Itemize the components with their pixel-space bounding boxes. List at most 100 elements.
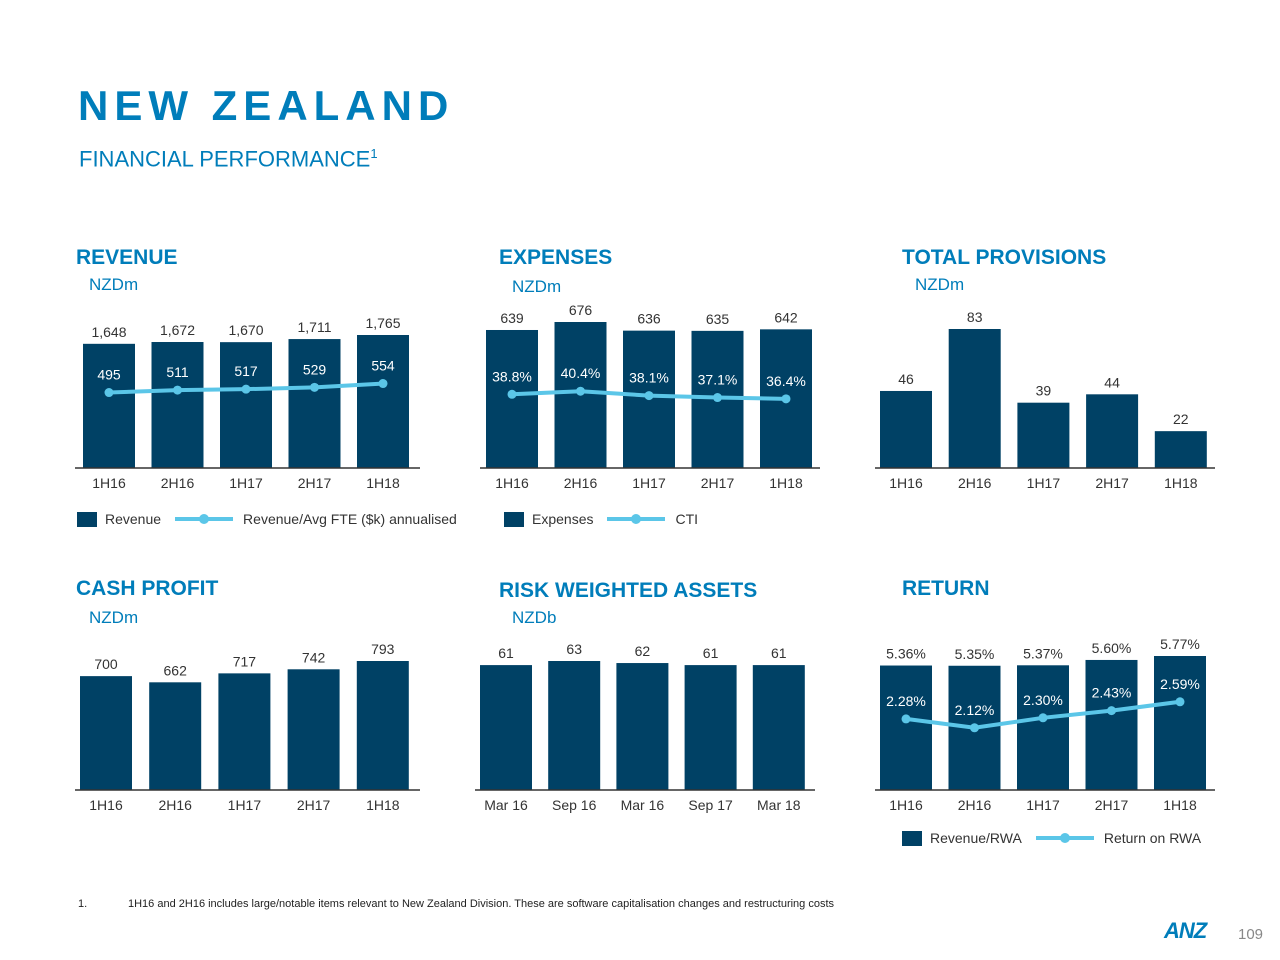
cashprofit-bar-label: 662	[164, 662, 188, 678]
legend-label: CTI	[675, 511, 699, 527]
revenue-bar-label: 1,670	[228, 322, 263, 338]
provisions-x-tick-label: 2H17	[1095, 475, 1129, 491]
return-line-point	[970, 723, 979, 733]
cashprofit-x-tick-label: 1H16	[89, 797, 123, 813]
revenue-bar	[83, 343, 135, 468]
expenses-bar	[486, 329, 538, 468]
revenue-line-label: 529	[303, 361, 327, 377]
expenses-line-label: 38.8%	[492, 368, 532, 384]
return-line-point	[1038, 713, 1048, 723]
return-line-label: 2.43%	[1092, 685, 1132, 701]
return-x-tick-label: 2H17	[1095, 797, 1129, 813]
line-swatch-icon	[607, 514, 666, 524]
provisions-bar	[1154, 431, 1207, 468]
rwa-bar	[684, 665, 737, 790]
revenue-x-tick-label: 1H17	[229, 475, 263, 491]
provisions-bar	[880, 390, 932, 468]
expenses-legend: Expenses CTI	[504, 511, 698, 527]
expenses-x-tick-label: 1H18	[769, 475, 803, 491]
legend-label: Revenue	[105, 511, 162, 527]
expenses-line-point	[644, 391, 654, 401]
return-line-point	[1107, 706, 1116, 716]
rwa-bar	[548, 661, 601, 790]
cashprofit-bar	[356, 661, 409, 790]
revenue-line-label: 511	[166, 364, 189, 380]
page-subtitle: FINANCIAL PERFORMANCE1	[79, 146, 378, 172]
return-line-point	[1175, 697, 1185, 707]
return-line-label: 2.12%	[955, 702, 995, 718]
return-bar-label: 5.77%	[1160, 636, 1200, 652]
expenses-x-tick-label: 2H17	[701, 475, 735, 491]
provisions-bar-label: 22	[1173, 411, 1189, 427]
return-title: RETURN	[902, 577, 990, 600]
cashprofit-bar	[287, 669, 340, 790]
return-bar	[1085, 659, 1138, 790]
cashprofit-bar-label: 717	[233, 653, 257, 669]
expenses-title: EXPENSES	[499, 246, 613, 269]
revenue-line-point	[310, 382, 319, 392]
provisions-bar-label: 83	[967, 309, 983, 325]
legend-label: Revenue/Avg FTE ($k) annualised	[243, 511, 457, 527]
revenue-bar	[220, 342, 272, 468]
expenses-x-tick-label: 1H17	[632, 475, 666, 491]
provisions-x-tick-label: 1H17	[1027, 475, 1061, 491]
expenses-line-point	[507, 389, 517, 399]
revenue-bar	[357, 335, 409, 468]
cashprofit-bar-label: 700	[94, 656, 118, 672]
expenses-x-tick-label: 1H16	[495, 475, 529, 491]
provisions-bar	[1017, 402, 1070, 468]
cashprofit-bar	[80, 676, 132, 790]
expenses-unit: NZDm	[512, 277, 562, 296]
revenue-bar-label: 1,672	[160, 322, 195, 338]
rwa-x-tick-label: Sep 16	[552, 797, 597, 813]
revenue-line-point	[378, 379, 388, 389]
cashprofit-bar-label: 793	[371, 641, 395, 657]
provisions-bar	[1086, 394, 1139, 468]
rwa-x-tick-label: Mar 16	[621, 797, 665, 813]
return-bar-label: 5.60%	[1092, 640, 1132, 656]
revenue-x-tick-label: 2H16	[161, 475, 195, 491]
return-x-tick-label: 2H16	[958, 797, 992, 813]
expenses-line-label: 40.4%	[561, 365, 601, 381]
footnote: 1. 1H16 and 2H16 includes large/notable i…	[78, 898, 834, 910]
return-bar	[1154, 656, 1206, 790]
revenue-bar-label: 1,711	[298, 319, 332, 335]
rwa-bar-label: 61	[771, 645, 787, 661]
revenue-bar	[151, 342, 204, 468]
expenses-line-point	[713, 393, 722, 403]
return-bar	[1017, 665, 1069, 790]
revenue-line-point	[173, 385, 182, 395]
rwa-unit: NZDb	[512, 608, 557, 627]
expenses-line-point	[576, 386, 585, 396]
return-x-tick-label: 1H17	[1026, 797, 1060, 813]
rwa-bar	[752, 665, 805, 790]
provisions-bar-label: 44	[1104, 374, 1120, 390]
legend-label: Return on RWA	[1103, 830, 1202, 846]
revenue-line-label: 554	[371, 358, 395, 374]
bar-swatch-icon	[504, 511, 524, 527]
return-bar-label: 5.37%	[1023, 645, 1063, 661]
return-legend: Revenue/RWA Return on RWA	[902, 830, 1201, 846]
cashprofit-bar	[218, 673, 271, 790]
cashprofit-x-tick-label: 2H16	[158, 797, 192, 813]
provisions-x-tick-label: 1H18	[1164, 475, 1198, 491]
rwa-bar-label: 61	[703, 645, 719, 661]
rwa-bar-label: 62	[635, 643, 651, 659]
return-line-point	[901, 714, 911, 724]
revenue-bar	[288, 339, 341, 468]
expenses-line-point	[781, 394, 791, 404]
rwa-bar-label: 63	[566, 641, 582, 657]
expenses-line-label: 38.1%	[629, 370, 669, 386]
provisions-bar-label: 39	[1036, 383, 1052, 399]
expenses-x-tick-label: 2H16	[564, 475, 598, 491]
cashprofit-title: CASH PROFIT	[76, 577, 219, 600]
line-swatch-icon	[1035, 833, 1094, 843]
provisions-x-tick-label: 1H16	[889, 475, 923, 491]
expenses-line-label: 36.4%	[766, 373, 806, 389]
rwa-bar	[480, 665, 532, 790]
rwa-x-tick-label: Mar 16	[484, 797, 528, 813]
cashprofit-bar-label: 742	[302, 649, 326, 665]
expenses-bar-label: 635	[706, 311, 730, 327]
revenue-line-label: 517	[234, 363, 258, 379]
